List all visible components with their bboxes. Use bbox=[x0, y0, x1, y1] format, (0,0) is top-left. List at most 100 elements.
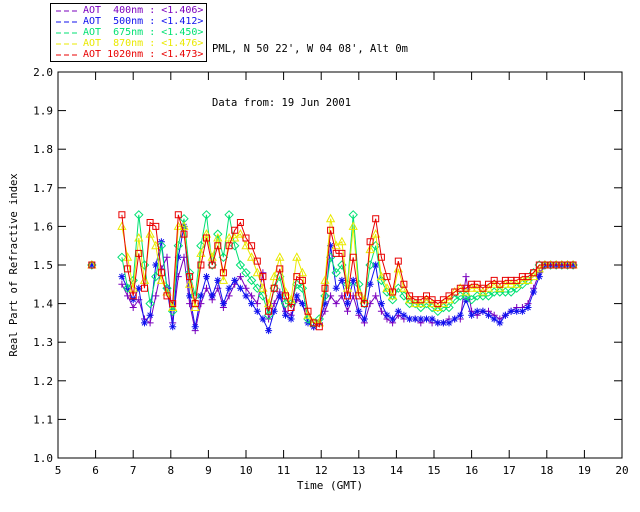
marker-asterisk bbox=[298, 300, 306, 308]
marker-square bbox=[485, 280, 492, 288]
marker-triangle bbox=[252, 267, 262, 277]
marker-asterisk bbox=[253, 307, 261, 315]
marker-asterisk bbox=[518, 307, 526, 315]
x-axis-title: Time (GMT) bbox=[297, 479, 363, 492]
marker-diamond bbox=[134, 210, 144, 220]
marker-square bbox=[315, 323, 323, 331]
marker-triangle bbox=[235, 229, 246, 238]
legend-item-aot-1020nm: AOT 1020nm : <1.473> bbox=[53, 49, 204, 60]
marker-triangle bbox=[325, 213, 336, 223]
x-tick-label: 11 bbox=[277, 464, 290, 477]
x-tick-label: 19 bbox=[578, 464, 591, 477]
marker-diamond bbox=[342, 279, 353, 290]
legend-item-aot-675nm: AOT 675nm : <1.450> bbox=[53, 26, 204, 38]
marker-asterisk bbox=[456, 311, 464, 319]
y-tick-label: 1.4 bbox=[33, 298, 53, 311]
marker-square bbox=[219, 269, 227, 277]
marker-asterisk bbox=[349, 276, 357, 284]
marker-asterisk bbox=[248, 300, 256, 308]
marker-asterisk bbox=[338, 276, 346, 284]
marker-asterisk bbox=[129, 296, 137, 304]
legend-label: AOT 870nm : <1.476> bbox=[83, 37, 204, 49]
marker-asterisk bbox=[293, 292, 301, 300]
marker-square bbox=[383, 273, 391, 281]
marker-asterisk bbox=[389, 315, 397, 323]
marker-square bbox=[265, 307, 273, 315]
marker-asterisk bbox=[118, 273, 126, 281]
marker-plus bbox=[259, 269, 267, 277]
marker-plus bbox=[344, 307, 351, 315]
legend-item-aot-870nm: AOT 870nm : <1.476> bbox=[53, 37, 204, 49]
marker-square bbox=[479, 284, 487, 292]
marker-square bbox=[186, 273, 194, 281]
x-tick-label: 5 bbox=[55, 464, 62, 477]
marker-plus bbox=[203, 284, 210, 292]
marker-diamond bbox=[167, 306, 178, 317]
marker-diamond bbox=[331, 267, 341, 278]
marker-square bbox=[344, 292, 351, 300]
x-tick-label: 12 bbox=[315, 464, 328, 477]
x-tick-label: 16 bbox=[465, 464, 478, 477]
marker-triangle bbox=[292, 252, 302, 261]
marker-triangle bbox=[241, 240, 251, 250]
y-tick-label: 1.8 bbox=[33, 143, 53, 156]
marker-asterisk bbox=[445, 319, 453, 327]
marker-plus bbox=[129, 304, 137, 311]
marker-asterisk bbox=[344, 300, 351, 308]
marker-asterisk bbox=[231, 276, 239, 284]
marker-square bbox=[191, 300, 199, 308]
marker-diamond bbox=[156, 240, 167, 251]
marker-asterisk bbox=[169, 323, 177, 331]
marker-triangle bbox=[117, 221, 127, 230]
marker-square bbox=[321, 284, 329, 292]
marker-triangle bbox=[196, 248, 206, 257]
marker-square bbox=[349, 253, 357, 261]
y-tick-label: 1.6 bbox=[33, 220, 53, 233]
marker-triangle bbox=[342, 283, 353, 292]
marker-asterisk bbox=[406, 315, 414, 323]
marker-asterisk bbox=[208, 292, 216, 300]
marker-triangle bbox=[376, 271, 387, 281]
marker-asterisk bbox=[270, 307, 278, 315]
marker-diamond bbox=[365, 260, 375, 270]
marker-asterisk bbox=[225, 284, 233, 292]
marker-square bbox=[298, 276, 306, 284]
x-tick-label: 20 bbox=[615, 464, 628, 477]
marker-square bbox=[569, 261, 577, 269]
marker-square bbox=[88, 261, 96, 269]
marker-square bbox=[270, 284, 278, 292]
marker-asterisk bbox=[152, 261, 160, 269]
marker-square bbox=[157, 269, 165, 277]
legend-dash-sample bbox=[56, 54, 78, 55]
marker-square bbox=[225, 242, 233, 250]
marker-plus bbox=[462, 273, 470, 281]
marker-asterisk bbox=[507, 307, 515, 315]
marker-asterisk bbox=[439, 319, 447, 327]
marker-asterisk bbox=[259, 315, 267, 323]
marker-triangle bbox=[297, 267, 308, 277]
marker-asterisk bbox=[360, 315, 368, 323]
marker-square bbox=[287, 304, 295, 311]
legend-label: AOT 675nm : <1.450> bbox=[83, 26, 204, 38]
x-tick-label: 14 bbox=[390, 464, 404, 477]
marker-asterisk bbox=[321, 300, 329, 308]
marker-asterisk bbox=[479, 307, 487, 315]
x-tick-label: 15 bbox=[427, 464, 440, 477]
x-ticks bbox=[57, 72, 623, 458]
marker-square bbox=[394, 257, 402, 265]
y-tick-label: 1.2 bbox=[33, 375, 53, 388]
marker-asterisk bbox=[366, 280, 374, 288]
marker-asterisk bbox=[332, 284, 340, 292]
marker-square bbox=[389, 288, 397, 296]
marker-asterisk bbox=[411, 315, 419, 323]
legend-dash-sample bbox=[56, 43, 78, 44]
marker-square bbox=[203, 234, 210, 242]
marker-asterisk bbox=[417, 315, 425, 323]
legend-dash-sample bbox=[56, 21, 78, 22]
y-tick-label: 2.0 bbox=[33, 66, 53, 79]
marker-square bbox=[355, 292, 363, 300]
marker-asterisk bbox=[490, 315, 498, 323]
marker-asterisk bbox=[423, 315, 430, 323]
y-tick-label: 1.9 bbox=[33, 105, 53, 118]
marker-asterisk bbox=[203, 273, 210, 281]
